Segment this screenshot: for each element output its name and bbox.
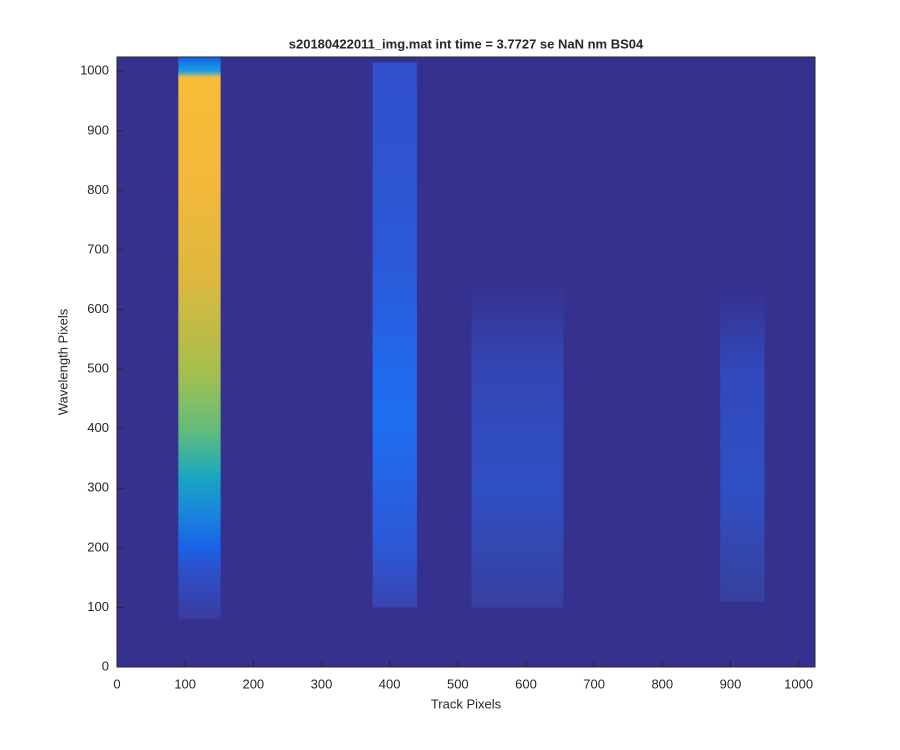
x-tick-label: 100	[174, 676, 196, 691]
x-tick-label: 900	[720, 676, 742, 691]
chart-title: s20180422011_img.mat int time = 3.7727 s…	[289, 36, 644, 51]
y-tick-label: 100	[87, 599, 109, 614]
x-tick-label: 800	[651, 676, 673, 691]
y-tick-label: 300	[87, 480, 109, 495]
track	[720, 294, 765, 602]
x-tick-label: 600	[515, 676, 537, 691]
track	[372, 62, 417, 608]
x-tick-label: 0	[113, 676, 120, 691]
x-tick-label: 1000	[784, 676, 813, 691]
x-tick-label: 300	[311, 676, 333, 691]
plot-frame	[116, 56, 816, 668]
plot-background	[117, 57, 815, 667]
x-tick-label: 500	[447, 676, 469, 691]
y-tick-label: 400	[87, 420, 109, 435]
x-tick-label: 400	[379, 676, 401, 691]
y-tick-label: 1000	[80, 63, 109, 78]
y-tick-label: 800	[87, 182, 109, 197]
x-tick-label: 200	[242, 676, 264, 691]
x-axis-label: Track Pixels	[431, 696, 502, 711]
y-tick-label: 0	[102, 658, 109, 673]
x-tick-label: 700	[583, 676, 605, 691]
y-tick-label: 500	[87, 361, 109, 376]
y-tick-label: 700	[87, 241, 109, 256]
y-tick-label: 900	[87, 122, 109, 137]
y-tick-label: 200	[87, 539, 109, 554]
y-tick-label: 600	[87, 301, 109, 316]
track	[178, 57, 221, 620]
track	[471, 285, 564, 608]
y-axis-label: Wavelength Pixels	[55, 308, 70, 415]
